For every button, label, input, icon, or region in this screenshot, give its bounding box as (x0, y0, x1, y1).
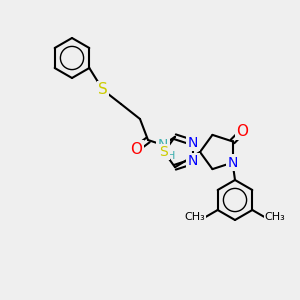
Text: N: N (158, 138, 168, 152)
Text: H: H (167, 151, 176, 161)
Text: S: S (98, 82, 108, 98)
Text: O: O (237, 124, 249, 139)
Text: S: S (160, 145, 168, 159)
Text: N: N (188, 136, 198, 150)
Text: CH₃: CH₃ (185, 212, 206, 222)
Text: N: N (188, 154, 198, 168)
Text: CH₃: CH₃ (264, 212, 285, 222)
Text: N: N (227, 156, 238, 170)
Text: O: O (130, 142, 142, 157)
